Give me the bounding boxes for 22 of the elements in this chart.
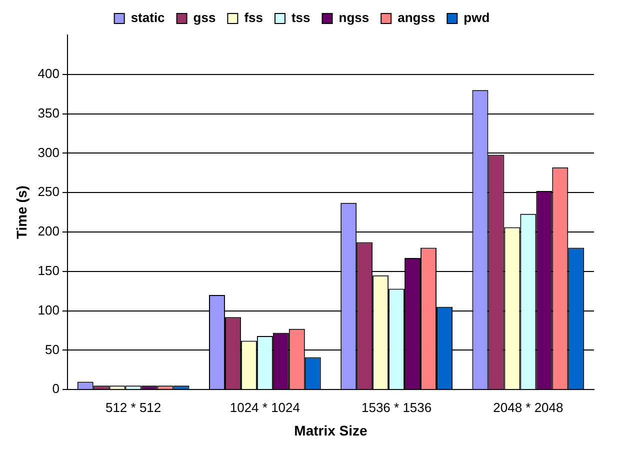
- legend-label: fss: [244, 10, 263, 26]
- y-tick-label: 150: [38, 262, 60, 278]
- y-tick-label: 100: [38, 302, 60, 318]
- legend-label: pwd: [464, 10, 490, 26]
- legend-label: ngss: [338, 10, 370, 26]
- x-tick-label: 1024 * 1024: [230, 400, 300, 415]
- legend-label: gss: [193, 10, 216, 26]
- legend-label: static: [130, 10, 165, 26]
- y-tick-label: 50: [45, 342, 60, 357]
- y-tick-label: 250: [38, 184, 60, 200]
- y-tick-label: 400: [38, 66, 60, 81]
- y-axis-title: Time (s): [13, 186, 30, 240]
- x-axis-title: Matrix Size: [294, 422, 368, 438]
- x-tick-label: 1536 * 1536: [361, 400, 432, 415]
- y-tick-label: 0: [52, 381, 60, 396]
- x-tick-label: 2048 * 2048: [493, 400, 564, 415]
- legend-label: angss: [398, 10, 436, 26]
- y-tick-label: 350: [38, 105, 60, 120]
- legend-label: tss: [291, 10, 310, 26]
- y-tick-label: 300: [38, 144, 60, 160]
- x-tick-label: 512 * 512: [105, 400, 162, 415]
- y-tick-label: 200: [38, 224, 60, 239]
